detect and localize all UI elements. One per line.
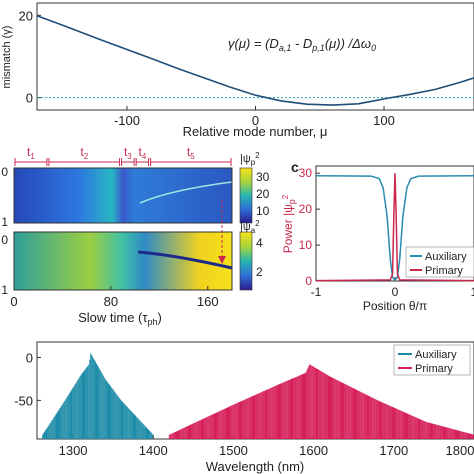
legend-label-primary: Primary (415, 363, 453, 375)
panel-a-x-axis-label: Relative mode number, μ (183, 124, 328, 139)
heatmap-auxiliary-dark-track (137, 250, 233, 270)
panel-a-equation: γ(μ) = (Da,1 - Dp,1(μ)) /Δω0 (228, 36, 376, 53)
panel-a-x-tick-label: 100 (373, 113, 395, 128)
panel-c-y-axis-label: Power |ψp2 (281, 194, 297, 253)
panel-d-legend-box (393, 344, 471, 376)
colorbar-auxiliary-tick: 4 (256, 236, 263, 250)
panel-b-arrow-head (218, 256, 226, 264)
panel-b: t1 t2 t3 t4 t5 0 1 0 1 |ψp2 |ψa2 30 20 10 4 … (1, 145, 269, 327)
stage-label: t3 (124, 145, 132, 161)
legend-label-primary: Primary (425, 265, 463, 277)
colorbar-primary (239, 167, 253, 224)
stage-label: t5 (187, 145, 195, 161)
panel-c-x-tick-label: 0 (392, 285, 399, 299)
panel-c-legend: Auxiliary Primary (405, 246, 474, 278)
colorbar-primary-tick: 20 (256, 187, 270, 201)
legend-label-auxiliary: Auxiliary (415, 349, 457, 361)
spectrum-auxiliary-lines (42, 353, 153, 439)
panel-d-y-tick-label: -50 (14, 393, 33, 408)
heatmap-auxiliary-ytick-top: 0 (1, 233, 8, 247)
heatmap-auxiliary-ytick-bottom: 1 (1, 283, 8, 297)
panel-a-y-tick-label: 0 (26, 91, 33, 106)
panel-d-x-tick-label: 1800 (446, 443, 474, 458)
panel-d-legend: Auxiliary Primary (393, 344, 471, 376)
panel-a-mismatch-curve (36, 15, 474, 106)
colorbar-auxiliary (239, 231, 253, 291)
panel-c-auxiliary-curve (315, 174, 474, 281)
heatmap-primary (14, 168, 232, 223)
panel-b-x-tick-label: 0 (10, 294, 17, 309)
panel-a-y-axis-label: mismatch (γ) (1, 26, 13, 89)
colorbar-auxiliary-label: |ψa2 (240, 219, 260, 235)
panel-c-y-tick-label: 30 (299, 166, 313, 180)
legend-label-auxiliary: Auxiliary (425, 251, 467, 263)
heatmap-auxiliary-frame (13, 231, 233, 291)
panel-d-y-tick-label: 0 (26, 350, 33, 365)
stage-label: t2 (80, 145, 88, 161)
heatmap-primary-ytick-bottom: 1 (1, 215, 8, 229)
colorbar-primary-tick: 30 (256, 170, 270, 184)
panel-d-x-tick-label: 1300 (59, 443, 88, 458)
heatmap-primary-frame (13, 167, 233, 224)
panel-b-stage-markers: t1 t2 t3 t4 t5 (14, 145, 232, 166)
panel-c-y-tick-label: 0 (305, 274, 312, 288)
panel-a-x-tick-label: -100 (114, 113, 140, 128)
panel-d-x-tick-label: 1400 (139, 443, 168, 458)
colorbar-auxiliary-tick: 2 (256, 265, 263, 279)
panel-a: 0 20 -100 0 100 γ(μ) = (Da,1 - Dp,1(μ)) /Δω… (1, 2, 474, 139)
panel-c-primary-curve (315, 173, 474, 282)
panel-d-x-ticks: 1300 1400 1500 1600 1700 1800 (59, 435, 474, 458)
panel-d-x-tick-label: 1600 (299, 443, 328, 458)
panel-c-x-tick-label: -1 (311, 285, 322, 299)
heatmap-primary-ytick-top: 0 (1, 165, 8, 179)
panel-b-x-axis-label: Slow time (τph) (78, 310, 162, 327)
panel-c-x-tick-label: 1 (471, 285, 474, 299)
panel-b-x-tick-label: 160 (197, 294, 219, 309)
spectrum-primary-lines (168, 364, 474, 439)
panel-c-legend-box (405, 246, 474, 278)
panel-c-y-ticks: 0 10 20 30 (299, 166, 320, 288)
panel-c-y-tick-label: 20 (299, 202, 313, 216)
panel-a-y-ticks: 0 20 (19, 8, 41, 106)
colorbar-primary-tick: 10 (256, 204, 270, 218)
panel-b-x-tick-label: 80 (104, 294, 118, 309)
panel-d-x-tick-label: 1500 (219, 443, 248, 458)
panel-a-x-tick-label: 0 (252, 113, 259, 128)
stage-label: t1 (27, 145, 35, 161)
panel-c-x-axis-label: Position θ/π (363, 299, 427, 313)
colorbar-primary-label: |ψp2 (240, 151, 260, 167)
panel-a-y-tick-label: 20 (19, 8, 33, 23)
panel-c-label: c (291, 159, 299, 175)
stage-label: t4 (138, 145, 146, 161)
panel-d-y-ticks: 0 -50 (14, 350, 41, 408)
panel-a-x-ticks: -100 0 100 (114, 106, 395, 128)
panel-d-x-axis-label: Wavelength (nm) (206, 459, 305, 474)
heatmap-primary-soliton-track (139, 181, 233, 204)
panel-d: 0 -50 1300 1400 1500 1600 1700 1800 Auxiliary … (14, 341, 474, 474)
panel-d-x-tick-label: 1700 (379, 443, 408, 458)
panel-b-x-ticks: 0 80 160 (10, 286, 219, 309)
panel-c-y-tick-label: 10 (299, 238, 313, 252)
